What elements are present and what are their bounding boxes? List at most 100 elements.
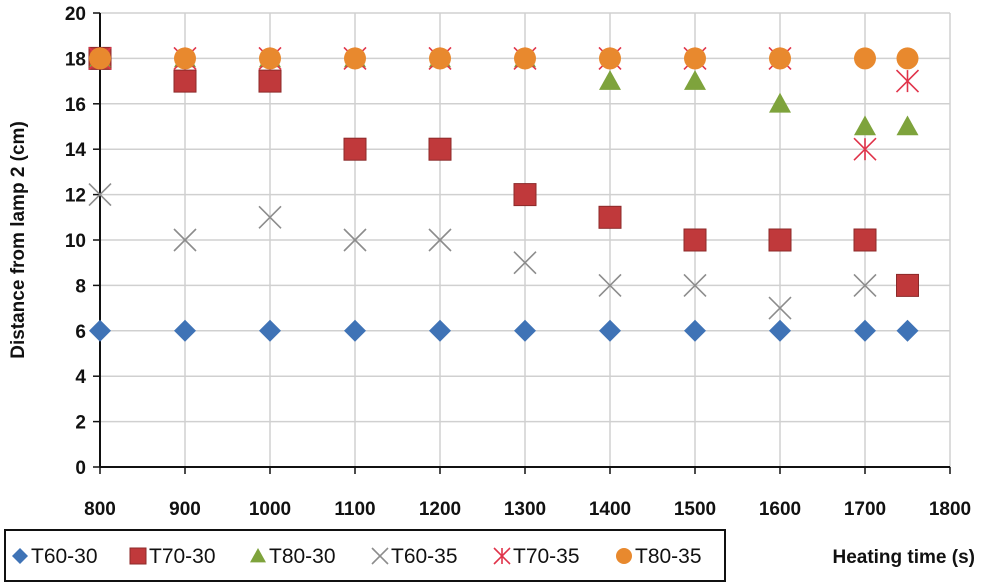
legend-marker [250,548,266,563]
data-point-t70-30 [683,228,707,252]
legend-box [4,529,726,582]
legend-item-t60-30: T60-30 [12,545,98,568]
circle-marker [599,47,621,70]
legend-label: T70-35 [513,545,580,568]
diamond-marker [769,319,791,342]
data-point-t80-35 [89,47,111,70]
data-point-t80-30 [684,70,706,90]
legend-marker [129,547,147,565]
data-point-t60-35 [88,183,112,207]
data-point-t80-35 [684,47,706,70]
data-point-t80-35 [259,47,281,70]
diamond-marker [174,319,196,342]
circle-marker [514,47,536,70]
diamond-marker [429,319,451,342]
legend-marker [12,548,28,564]
x-tick-label: 800 [84,499,116,520]
square-marker [896,273,919,297]
data-point-t70-30 [258,69,282,93]
circle-marker [616,548,632,564]
circle-marker [259,47,281,70]
x-tick-label: 1200 [419,499,461,520]
square-marker [173,69,197,93]
legend-label: T60-35 [391,545,458,568]
data-point-t60-35 [428,228,452,252]
x-marker [513,251,537,275]
grid [100,12,951,467]
square-marker [129,547,147,565]
x-tick-label: 1300 [504,499,546,520]
x-tick-label: 1100 [334,499,375,520]
x-marker [853,273,877,297]
data-point-t80-35 [429,47,451,70]
data-point-t80-30 [854,115,876,136]
data-point-t80-30 [769,92,791,113]
legend-marker [616,548,632,564]
y-tick-label: 6 [75,322,86,343]
data-point-t60-30 [259,319,281,342]
data-point-t70-30 [896,273,919,297]
data-point-t70-30 [853,228,877,252]
x-tick-label: 1500 [674,499,716,520]
diamond-marker [344,319,366,342]
x-marker [343,228,367,252]
legend-item-t60-35: T60-35 [371,545,458,568]
data-point-t80-30 [896,115,919,136]
y-tick-label: 2 [75,413,86,434]
x-marker [428,228,452,252]
legend-marker [493,547,511,565]
data-point-t60-35 [598,273,622,297]
x-marker [598,273,622,297]
data-point-t70-35 [895,69,920,93]
data-point-t80-35 [896,47,919,70]
diamond-marker [599,319,621,342]
data-point-t70-30 [428,137,452,161]
square-marker [258,69,282,93]
data-point-t60-30 [896,319,919,342]
legend-item-t80-30: T80-30 [250,545,336,568]
legend-label: T70-30 [149,545,216,568]
data-point-t60-30 [854,319,876,342]
data-point-t60-30 [174,319,196,342]
data-point-t70-30 [768,228,792,252]
circle-marker [89,47,111,70]
triangle-marker [250,548,266,563]
diamond-marker [12,548,28,564]
data-point-t60-30 [769,319,791,342]
square-marker [683,228,707,252]
data-point-t60-30 [599,319,621,342]
data-point-t80-35 [514,47,536,70]
circle-marker [174,47,196,70]
data-point-t70-35 [853,137,877,161]
y-tick-label: 20 [65,4,86,25]
triangle-marker [854,115,876,136]
triangle-marker [769,92,791,113]
x-marker [683,273,707,297]
y-tick-label: 14 [65,140,87,161]
x-axis-label: Heating time (s) [832,547,975,568]
square-marker [598,205,622,229]
legend-item-t70-30: T70-30 [129,545,216,568]
x-marker [173,228,197,252]
legend-item-t70-35: T70-35 [493,545,580,568]
data-point-t60-35 [258,205,282,229]
diamond-marker [89,319,111,342]
legend-label: T80-30 [269,545,336,568]
data-point-t70-30 [343,137,367,161]
legend-label: T80-35 [635,545,702,568]
x-tick-label: 900 [169,499,201,520]
data-point-t80-35 [344,47,366,70]
x-tick-label: 1700 [844,499,886,520]
diamond-marker [514,319,536,342]
square-marker [768,228,792,252]
legend: T60-30 T70-30 T80-30 T60-35 T70-35 T80-35 [4,529,726,582]
x-marker [768,296,792,320]
data-point-t80-35 [854,47,876,70]
diamond-marker [684,319,706,342]
x-marker [88,183,112,207]
data-point-t60-30 [89,319,111,342]
x-tick-label: 1400 [589,499,631,520]
data-point-t60-30 [429,319,451,342]
triangle-marker [896,115,919,136]
data-point-t60-35 [343,228,367,252]
